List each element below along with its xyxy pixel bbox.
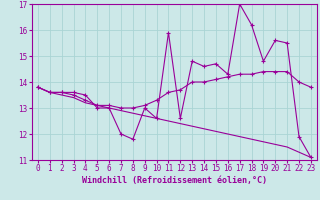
X-axis label: Windchill (Refroidissement éolien,°C): Windchill (Refroidissement éolien,°C)	[82, 176, 267, 185]
